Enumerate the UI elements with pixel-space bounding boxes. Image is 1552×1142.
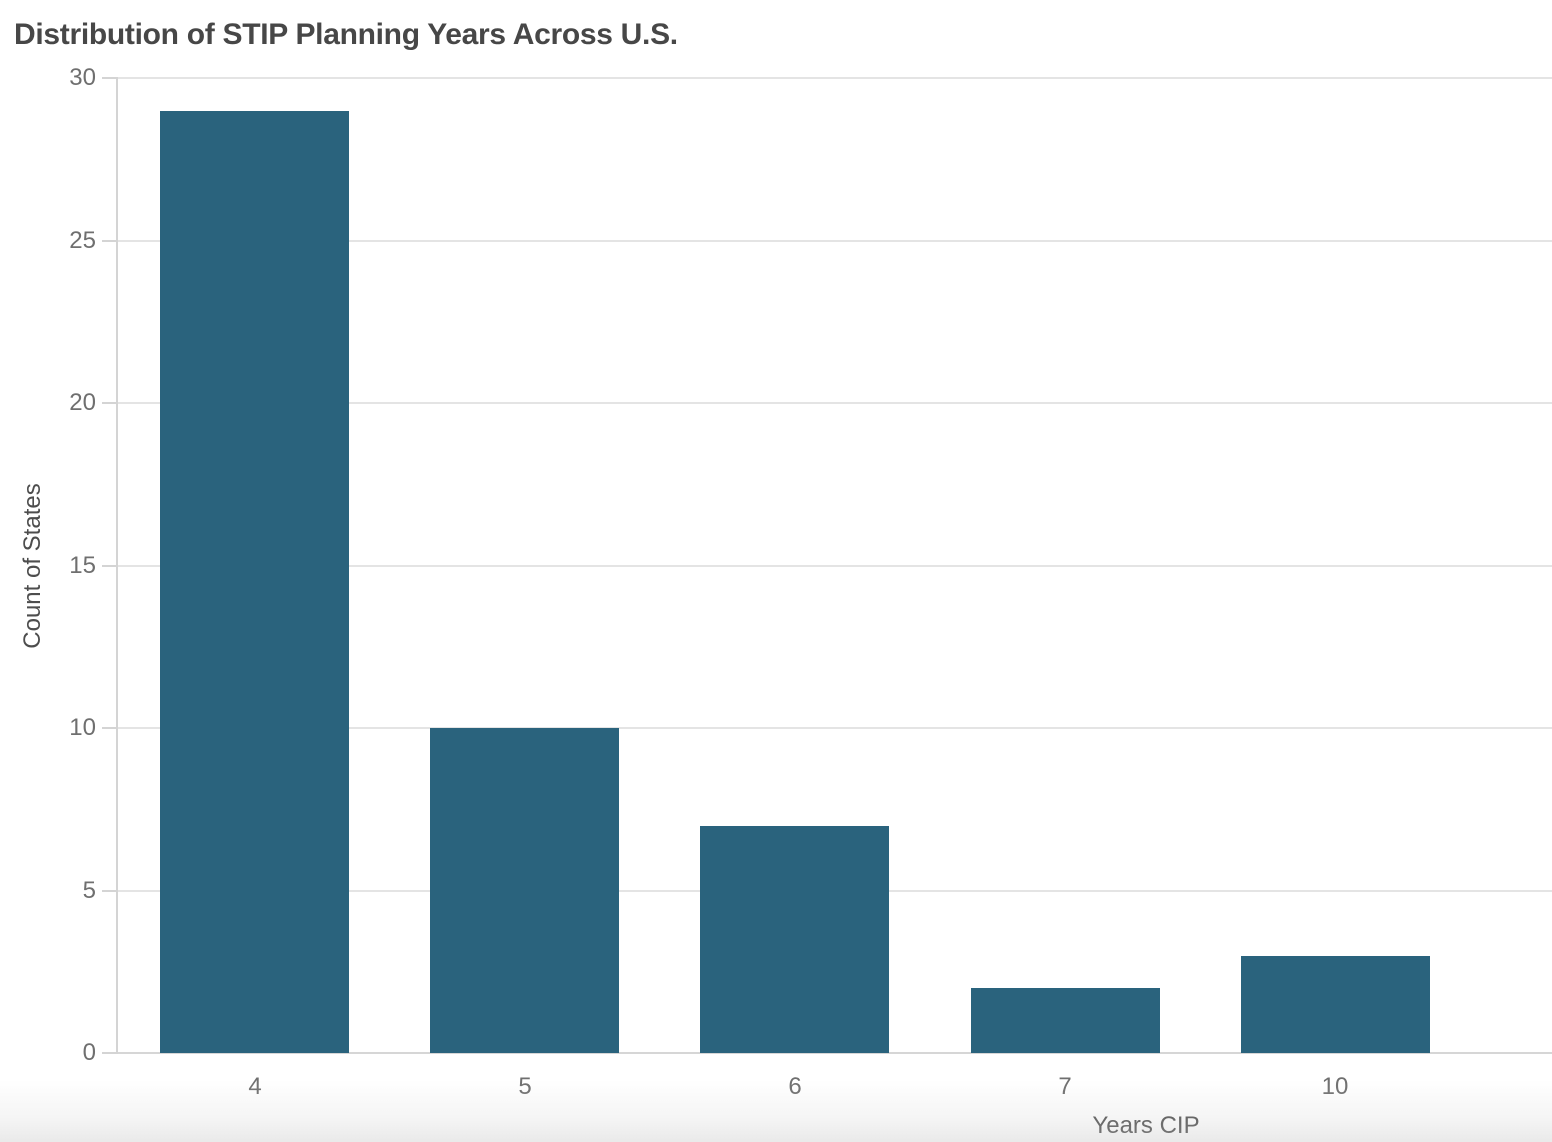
y-axis-line	[116, 77, 118, 1054]
y-tick-mark-0	[102, 1052, 118, 1054]
gridline-y-0	[118, 1052, 1552, 1054]
x-tick-label-6: 6	[788, 1073, 802, 1100]
y-tick-label-25: 25	[69, 227, 96, 254]
y-tick-label-15: 15	[69, 552, 96, 579]
bar-4	[160, 111, 349, 1053]
y-tick-label-10: 10	[69, 714, 96, 741]
gridline-y-25	[118, 240, 1552, 242]
y-tick-mark-20	[102, 402, 118, 404]
x-tick-label-4: 4	[248, 1073, 262, 1100]
y-tick-mark-15	[102, 565, 118, 567]
gridline-y-10	[118, 727, 1552, 729]
bar-6	[700, 826, 889, 1053]
x-tick-label-10: 10	[1321, 1073, 1349, 1100]
y-tick-mark-25	[102, 240, 118, 242]
x-axis-title: Years CIP	[1092, 1112, 1200, 1139]
bar-7	[971, 988, 1160, 1053]
y-tick-label-5: 5	[82, 877, 96, 904]
y-tick-mark-30	[102, 77, 118, 79]
y-tick-label-20: 20	[69, 389, 96, 416]
y-tick-mark-10	[102, 727, 118, 729]
gridline-y-15	[118, 565, 1552, 567]
bar-5	[430, 728, 619, 1053]
gridline-y-30	[118, 77, 1552, 79]
y-axis-title: Count of States	[19, 483, 46, 649]
y-tick-label-0: 0	[82, 1039, 96, 1066]
gridline-y-20	[118, 402, 1552, 404]
bar-10	[1241, 956, 1430, 1053]
y-tick-mark-5	[102, 890, 118, 892]
y-tick-label-30: 30	[69, 64, 96, 91]
x-tick-label-5: 5	[518, 1073, 532, 1100]
x-tick-label-7: 7	[1058, 1073, 1072, 1100]
chart-title: Distribution of STIP Planning Years Acro…	[14, 18, 678, 51]
